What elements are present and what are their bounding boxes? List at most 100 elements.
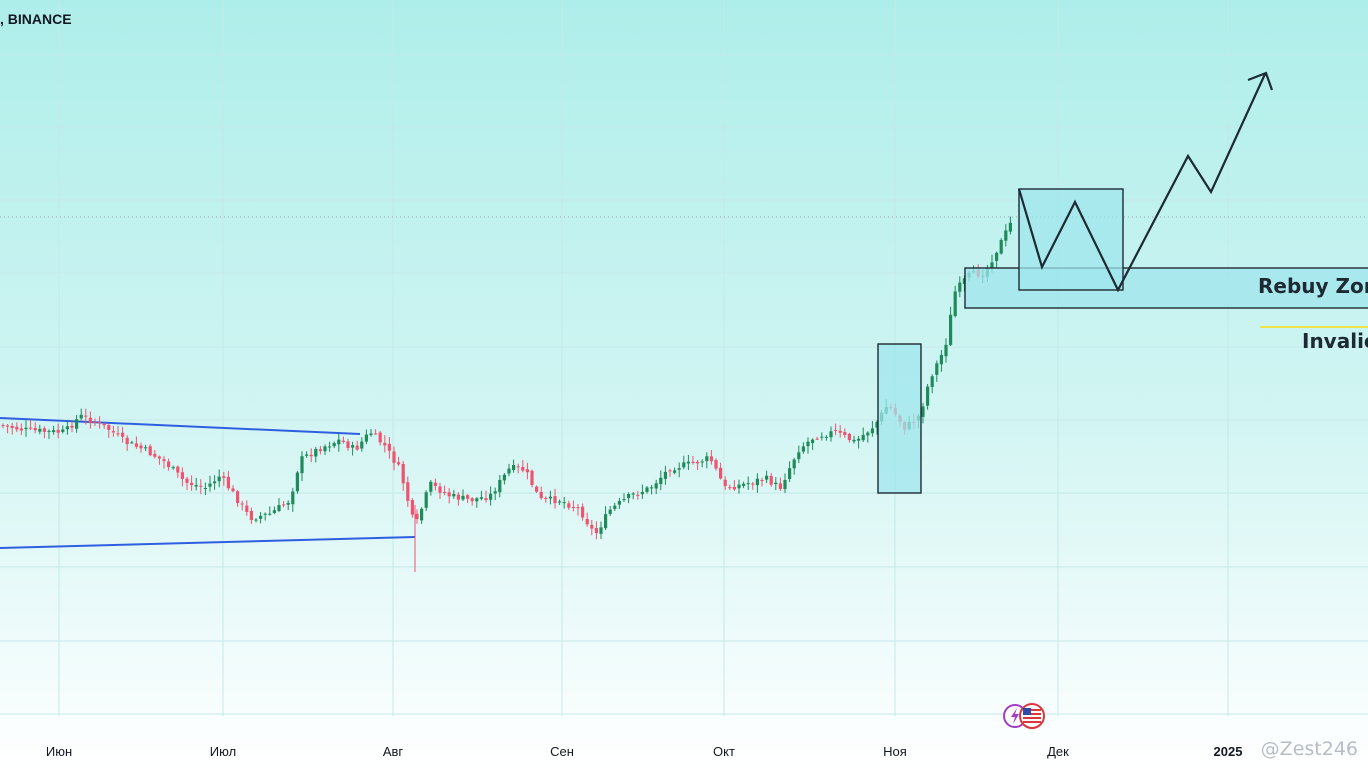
candle-body [489,493,493,500]
candle-body [866,432,870,436]
candle-body [374,433,378,435]
candle-body [456,494,460,500]
candle-body [608,509,612,514]
candle-body [737,484,741,489]
candle-body [15,426,19,430]
candle-body [420,508,424,521]
candle-body [525,469,529,473]
candle-body [305,454,309,456]
candle-body [650,487,654,489]
trendlines [0,417,416,549]
candle-body [953,291,957,317]
candle-body [10,425,14,429]
candle-body [838,430,842,433]
candle-body [696,461,700,464]
projection-arrowhead [1247,71,1274,91]
candle-body [42,428,46,432]
candle-body [949,314,953,345]
candle-body [663,471,667,479]
candle-body [268,513,272,515]
candle-body [599,527,603,534]
candle-body [709,456,713,462]
candle-body [314,448,318,457]
candle-body [203,487,207,489]
event-icons[interactable] [1002,702,1050,730]
rebuy-zone-label: Rebuy Zon [1258,274,1368,298]
candle-body [613,505,617,509]
candle-body [286,502,290,505]
candle-body [245,505,249,512]
candle-body [401,464,405,484]
x-tick-label: Авг [383,744,404,759]
candle-body [323,446,327,452]
candle-body [847,433,851,441]
candle-body [631,493,635,495]
candle-body [751,483,755,485]
candle-body [452,494,456,497]
candle-body [397,462,401,465]
candle-body [682,462,686,468]
candle-body [645,487,649,492]
candle-body [148,446,152,456]
candle-body [461,495,465,500]
candle-body [369,433,373,436]
candle-body [309,454,313,457]
upper-trendline [0,417,361,435]
candle-body [121,432,125,437]
candle-body [484,498,488,501]
candle-body [194,485,198,487]
range-box [1018,188,1124,291]
candle-body [176,466,180,473]
x-tick-label: Ноя [883,744,907,759]
candle-body [571,507,575,509]
us-flag-icon[interactable] [1019,703,1045,729]
candle-body [479,497,483,499]
candle-body [604,514,608,529]
symbol-title[interactable]: , BINANCE [0,11,72,27]
candle-body [116,433,120,435]
candle-body [765,475,769,480]
candle-body [995,252,999,261]
candle-body [539,491,543,499]
candle-body [6,425,10,427]
candle-body [47,430,51,432]
candle-body [673,470,677,473]
x-axis: Июн Июл Авг Сен Окт Ноя Дек 2025 [46,744,1243,759]
candle-body [387,443,391,451]
candle-body [594,527,598,534]
chart-grid [0,0,1368,716]
candle-body [857,438,861,441]
candle-body [475,498,479,502]
candle-body [792,459,796,469]
candle-body [760,479,764,481]
candle-body [277,505,281,511]
candle-body [443,491,447,493]
candle-body [466,495,470,499]
candle-body [935,363,939,375]
candle-body [222,476,226,478]
candle-body [157,456,161,459]
x-tick-label: 2025 [1214,744,1243,759]
candle-body [171,467,175,469]
candle-body [811,439,815,443]
candle-body [723,479,727,487]
candle-body [774,482,778,485]
candle-body [714,460,718,469]
candle-body [24,427,28,430]
candle-body [236,491,240,504]
candle-body [659,477,663,485]
x-tick-label: Июн [46,744,72,759]
candle-body [167,461,171,468]
candle-body [576,507,580,509]
candle-body [636,494,640,496]
candle-body [507,468,511,474]
candle-body [56,429,60,433]
candle-body [410,500,414,515]
candle-body [295,472,299,492]
candle-body [29,427,33,429]
candle-body [93,421,97,423]
candle-body [585,518,589,525]
candle-body [581,506,585,518]
